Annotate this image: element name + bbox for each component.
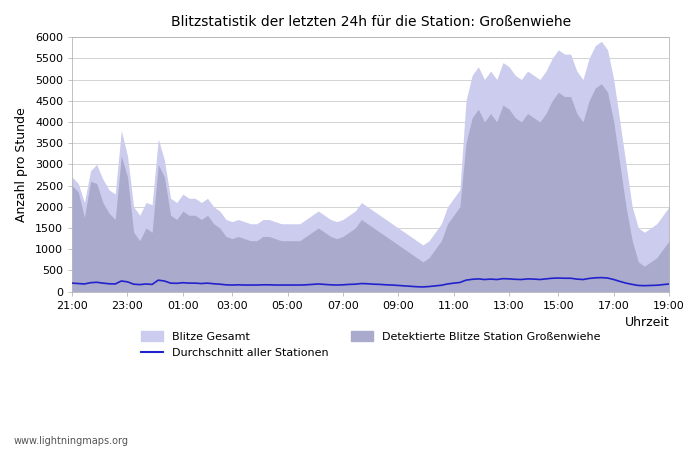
Legend: Blitze Gesamt, Durchschnitt aller Stationen, Detektierte Blitze Station Großenwi: Blitze Gesamt, Durchschnitt aller Statio…	[136, 326, 605, 362]
Title: Blitzstatistik der letzten 24h für die Station: Großenwiehe: Blitzstatistik der letzten 24h für die S…	[171, 15, 570, 29]
X-axis label: Uhrzeit: Uhrzeit	[624, 316, 669, 329]
Y-axis label: Anzahl pro Stunde: Anzahl pro Stunde	[15, 107, 28, 222]
Text: www.lightningmaps.org: www.lightningmaps.org	[14, 436, 129, 446]
